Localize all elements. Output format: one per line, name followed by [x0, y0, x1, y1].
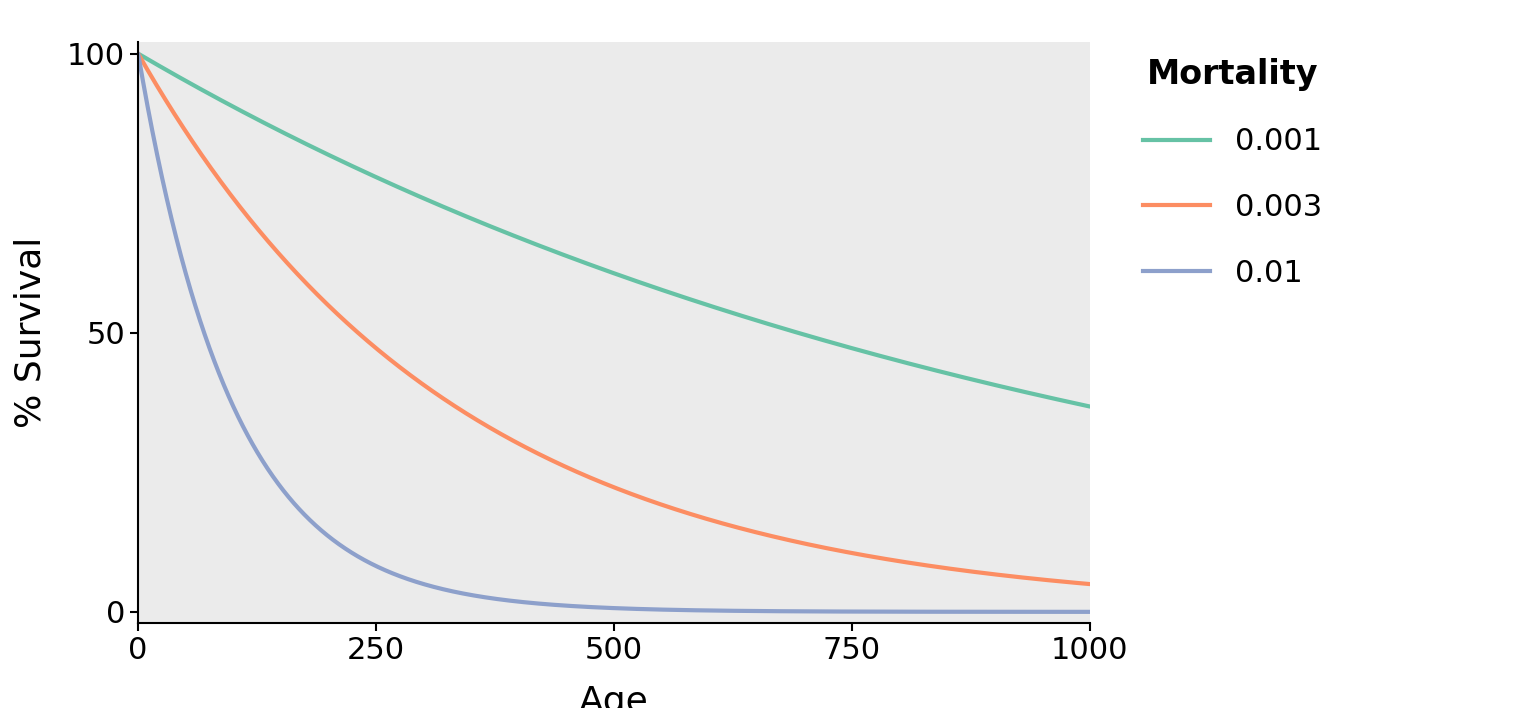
Line: 0.01: 0.01 — [138, 54, 1090, 612]
0.01 — [591, 603, 609, 612]
Legend: 0.001, 0.003, 0.01: 0.001, 0.003, 0.01 — [1144, 58, 1322, 287]
0.01 — [129, 50, 147, 58]
0.003 — [1053, 577, 1071, 586]
0.01 — [1053, 607, 1071, 616]
0.01 — [1053, 607, 1071, 616]
0.003 — [129, 50, 147, 58]
0.001 — [1053, 396, 1071, 404]
0.003 — [1053, 577, 1071, 586]
0.003 — [178, 129, 196, 137]
0.001 — [129, 50, 147, 58]
0.01 — [878, 607, 896, 616]
Line: 0.001: 0.001 — [138, 54, 1090, 406]
0.001 — [591, 264, 609, 273]
Line: 0.003: 0.003 — [138, 54, 1090, 584]
X-axis label: Age: Age — [579, 685, 649, 708]
0.001 — [178, 77, 196, 86]
0.001 — [566, 255, 585, 263]
0.001 — [1053, 396, 1071, 405]
0.001 — [1081, 402, 1099, 411]
0.003 — [1081, 580, 1099, 588]
0.003 — [566, 467, 585, 476]
0.01 — [566, 602, 585, 610]
0.01 — [1081, 607, 1099, 616]
0.001 — [878, 353, 896, 362]
Y-axis label: % Survival: % Survival — [14, 237, 48, 428]
0.003 — [591, 478, 609, 486]
0.01 — [178, 273, 196, 281]
0.003 — [878, 555, 896, 564]
